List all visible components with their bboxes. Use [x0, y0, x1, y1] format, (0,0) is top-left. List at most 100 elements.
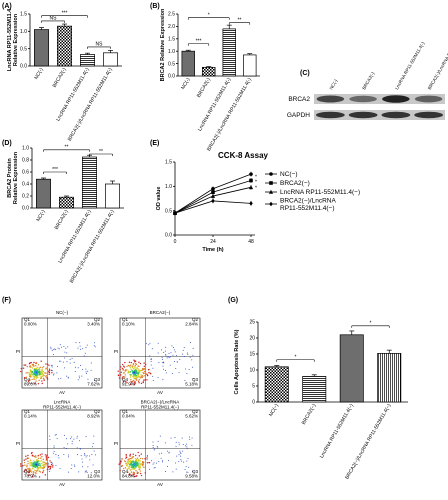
- flow-event: [137, 376, 140, 378]
- flow-event: [33, 378, 35, 380]
- flow-event: [163, 362, 165, 364]
- flow-event: [129, 457, 132, 460]
- flow-event: [46, 465, 48, 467]
- flow-y-axis-label: PI: [114, 441, 118, 446]
- marker-square: [269, 181, 273, 185]
- flow-event: [41, 370, 43, 372]
- quadrant-label: Q2 3.40%: [87, 317, 100, 327]
- flow-event: [34, 469, 36, 472]
- category-label: NC(−): [268, 403, 280, 418]
- flow-event: [135, 368, 138, 370]
- flow-event: [34, 369, 37, 372]
- flow-event: [168, 459, 170, 461]
- flow-event: [50, 369, 53, 372]
- flow-event: [45, 455, 47, 458]
- flow-event: [134, 381, 136, 383]
- legend-label: BRCA2(−)/LncRNA RP11-552M11.4(−): [280, 197, 336, 212]
- flow-event: [121, 458, 123, 460]
- y-axis-title: LncRNA RP11-552M11.4Relative Expression: [7, 8, 19, 71]
- panel-letter: (F): [2, 297, 11, 304]
- flow-event: [25, 458, 27, 460]
- flow-event: [168, 356, 170, 358]
- flow-event: [78, 471, 80, 473]
- flow-event: [82, 466, 84, 468]
- category-label: BRCA2(-)/LncRNA RP11-552M11.4(-): [69, 209, 116, 285]
- flow-event: [28, 469, 31, 471]
- flow-event: [45, 459, 48, 461]
- flow-event: [135, 470, 137, 472]
- flow-event: [30, 361, 32, 364]
- flow-event: [185, 368, 187, 370]
- flow-event: [186, 447, 188, 449]
- flow-event: [152, 445, 154, 447]
- flow-event: [128, 468, 130, 470]
- flow-event: [40, 459, 43, 462]
- flow-event: [128, 473, 131, 476]
- flow-event: [159, 435, 161, 437]
- flow-event: [134, 467, 136, 470]
- flow-plot-title: BRCA2(−): [150, 310, 171, 315]
- flow-event: [186, 446, 188, 448]
- flow-event: [39, 471, 42, 473]
- quadrant-label: Q3 12.0%: [87, 469, 100, 479]
- y-axis-title: Cells Apoptosis Rate (%): [234, 329, 240, 394]
- flow-event: [139, 460, 141, 462]
- flow-event: [119, 469, 121, 472]
- flow-event: [163, 351, 165, 353]
- flow-event: [181, 437, 183, 439]
- flow-event: [42, 471, 44, 474]
- flow-event: [42, 458, 45, 461]
- blot-row-label: BRCA2: [288, 96, 310, 103]
- flow-event: [141, 457, 144, 460]
- flow-event: [37, 469, 39, 471]
- flow-event: [137, 373, 140, 375]
- flow-event: [137, 451, 139, 454]
- flow-event: [25, 372, 27, 374]
- significance-label: **: [65, 145, 69, 151]
- flow-event: [37, 364, 40, 366]
- y-tick-label: 0.8: [22, 158, 29, 164]
- flow-event: [135, 363, 138, 366]
- flow-event: [140, 376, 142, 378]
- flow-event: [121, 376, 124, 378]
- flow-event: [136, 457, 139, 459]
- flow-event: [139, 362, 142, 365]
- flow-event: [150, 358, 152, 360]
- flow-event: [168, 352, 170, 354]
- flow-event: [36, 366, 39, 369]
- flow-event: [144, 379, 146, 381]
- flow-event: [136, 463, 139, 465]
- flow-event: [36, 465, 38, 467]
- flow-event: [76, 454, 78, 456]
- flow-event: [60, 360, 62, 362]
- flow-event: [49, 467, 52, 469]
- flow-event: [44, 461, 46, 464]
- flow-event: [157, 376, 159, 378]
- flow-plot-title: NC(−): [56, 310, 69, 315]
- flow-event: [178, 442, 180, 444]
- flow-event: [43, 466, 45, 469]
- flow-event: [164, 442, 166, 444]
- flow-event: [84, 471, 86, 473]
- flow-event: [53, 373, 55, 375]
- flow-event: [133, 467, 135, 470]
- flow-event: [64, 351, 66, 353]
- flow-event: [64, 367, 66, 369]
- flow-event: [186, 352, 188, 354]
- flow-event: [41, 462, 43, 465]
- flow-event: [94, 454, 96, 456]
- flow-event: [85, 372, 87, 374]
- flow-event: [30, 471, 33, 473]
- flow-event: [64, 357, 66, 359]
- flow-event: [46, 363, 49, 365]
- flow-event: [32, 473, 34, 475]
- flow-event: [134, 371, 137, 373]
- flow-event: [139, 470, 142, 472]
- flow-event: [55, 454, 57, 456]
- flow-event: [42, 370, 45, 373]
- blot-row-label: GAPDH: [287, 112, 310, 119]
- flow-event: [131, 466, 133, 469]
- flow-event: [192, 378, 194, 380]
- flow-event: [34, 472, 37, 474]
- blot-band: [414, 95, 443, 103]
